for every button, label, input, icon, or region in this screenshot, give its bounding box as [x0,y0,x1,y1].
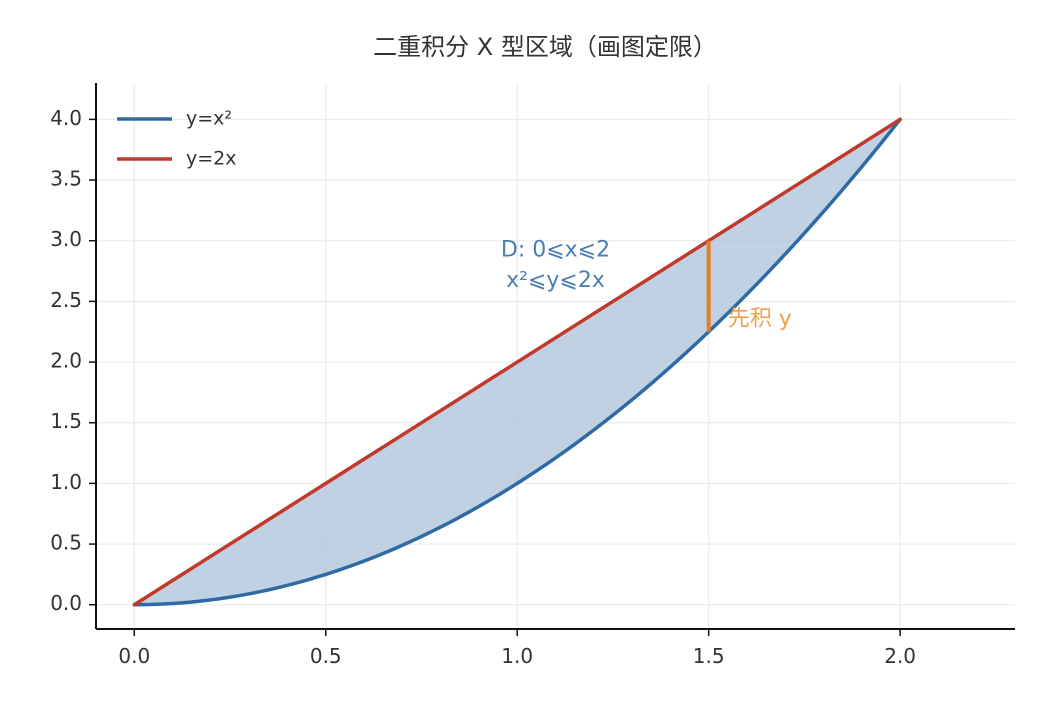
y-tick-label: 4.0 [50,106,82,130]
y-tick-label: 1.0 [50,470,82,494]
legend-label: y=x² [186,108,232,130]
segment-group: 先积 y [706,240,792,332]
x-tick-label: 2.0 [884,644,916,668]
grid [96,83,1015,629]
axes [95,83,1015,630]
y-tick-label: 2.5 [50,288,82,312]
y-tick-label: 2.0 [50,349,82,373]
y-tick-label: 3.0 [50,227,82,251]
x-tick-label: 0.0 [118,644,150,668]
y-tick-label: 0.5 [50,531,82,555]
domain-annotation: x²⩽y⩽2x [506,268,605,293]
x-tick-label: 0.5 [310,644,342,668]
legend-label: y=2x [186,148,237,170]
annotations: D: 0⩽x⩽2 x²⩽y⩽2x [501,237,610,292]
domain-annotation: D: 0⩽x⩽2 [501,237,610,262]
y-tick-label: 0.0 [50,591,82,615]
series-line-parabola [132,117,902,607]
ticks: 0.0 0.5 1.0 1.5 2.0 0.0 0.5 1.0 1.5 2.0 2.5 3.0 3.5 4… [50,106,916,668]
x-tick-label: 1.0 [501,644,533,668]
series-line-line [132,117,902,607]
series-group [132,117,902,607]
segment-label: 先积 y [728,307,792,332]
x-tick-label: 1.5 [693,644,725,668]
y-tick-label: 3.5 [50,167,82,191]
legend: y=x² y=2x [117,108,237,170]
chart-title: 二重积分 X 型区域（画图定限） [373,33,717,61]
y-tick-label: 1.5 [50,409,82,433]
